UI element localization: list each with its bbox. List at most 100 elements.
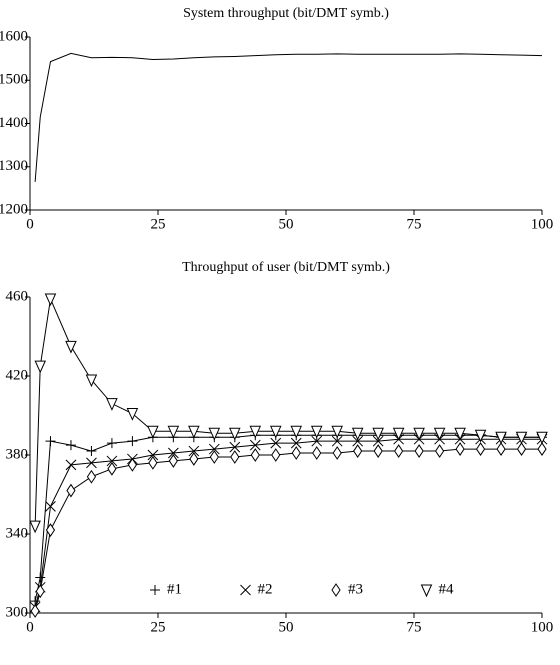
marker [270,437,282,449]
y-tick-label: 420 [6,367,29,383]
marker [373,444,383,458]
marker [168,454,178,468]
x-tick-label: 25 [151,216,166,232]
marker [208,443,220,455]
y-tick-label: 460 [6,288,29,304]
marker [352,435,364,447]
legend-marker [150,585,160,595]
marker [126,408,139,421]
marker [45,500,56,512]
x-tick-label: 25 [151,619,166,635]
y-tick-label: 300 [6,604,29,620]
marker [188,425,200,439]
marker [106,398,118,411]
x-tick-label: 100 [531,216,554,232]
legend-marker [331,583,341,597]
legend-label: #2 [258,581,273,597]
marker [85,374,98,388]
marker [127,436,138,447]
marker [65,440,76,451]
x-tick-label: 75 [407,216,422,232]
marker [372,435,384,447]
marker [249,439,261,451]
chart-title: System throughput (bit/DMT symb.) [183,6,389,21]
marker [188,445,200,457]
x-tick-label: 0 [26,619,34,635]
marker [413,427,425,441]
y-tick-label: 1300 [0,158,28,174]
y-tick-label: 1500 [0,72,28,88]
marker [516,442,527,456]
marker [127,457,138,472]
marker [35,584,45,599]
marker [475,442,486,456]
y-tick-label: 340 [6,525,29,541]
marker [372,427,384,441]
marker [35,572,46,583]
marker [351,427,364,441]
marker [107,461,117,476]
marker [65,459,77,471]
marker [208,427,221,441]
marker [414,444,424,458]
marker [332,446,342,460]
marker [290,425,303,439]
marker [331,435,343,447]
marker [454,427,466,441]
marker [147,425,159,439]
marker [229,427,241,441]
marker [106,438,117,449]
marker [167,425,180,439]
marker [433,427,446,441]
marker [331,425,343,439]
marker [106,455,118,467]
x-tick-label: 50 [279,619,294,635]
x-tick-label: 50 [279,216,294,232]
marker [250,448,260,462]
marker [536,431,548,445]
marker [537,442,547,456]
marker [394,444,404,458]
marker [44,293,57,307]
y-tick-label: 380 [6,446,29,462]
marker [474,429,487,443]
marker [86,469,97,484]
marker [271,448,281,462]
marker [353,444,363,458]
marker [86,457,97,469]
marker [515,431,528,445]
marker [229,441,241,453]
marker [434,444,445,458]
marker [34,360,47,374]
marker [455,442,465,456]
marker [290,437,302,449]
y-tick-label: 1200 [0,201,28,217]
legend-label: #4 [439,581,455,597]
marker [189,452,199,466]
marker [312,446,322,460]
x-tick-label: 0 [26,216,34,232]
marker [45,523,56,537]
marker [147,449,159,461]
y-tick-label: 1400 [0,115,28,131]
marker [496,442,506,456]
marker [310,425,323,439]
marker [291,446,301,460]
marker [495,431,507,445]
marker [168,447,179,459]
chart-title: Throughput of user (bit/DMT symb.) [182,260,390,275]
marker [30,604,40,618]
y-tick-label: 1600 [0,28,28,44]
marker [148,455,158,470]
marker [209,450,219,464]
marker [230,450,240,464]
marker [269,425,282,439]
marker [86,446,97,457]
data-line [34,52,543,182]
x-tick-label: 100 [531,619,554,635]
legend-marker [240,584,251,596]
legend-label: #1 [167,581,182,597]
marker [45,436,56,447]
marker [29,520,41,534]
